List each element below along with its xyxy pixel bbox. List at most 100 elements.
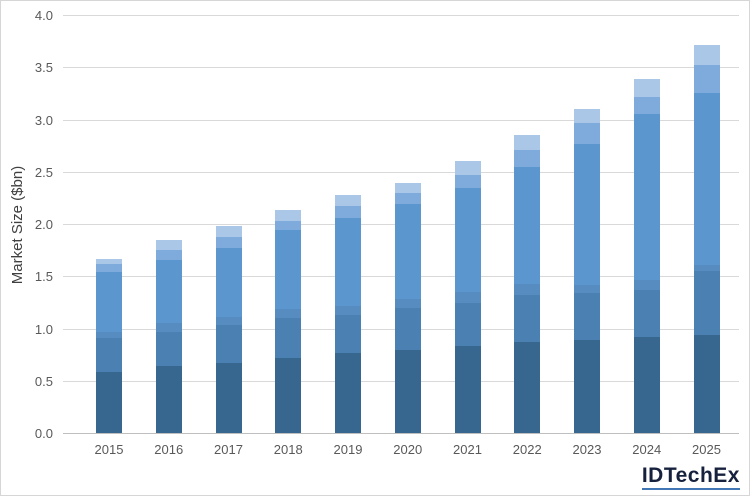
bar-2015-segment-2-dark [96, 337, 122, 373]
bar-2024-segment-2-dark [633, 289, 660, 337]
x-tick-label-2019: 2019 [333, 442, 363, 457]
bar-2017-segment-4-light [215, 248, 242, 318]
bar-2025-segment-3-medium [693, 264, 720, 272]
bar-2015 [96, 258, 122, 433]
bar-2024-segment-6-lightest [633, 78, 660, 97]
bar-2021-segment-3-medium [454, 291, 481, 304]
bar-2017-segment-6-lightest [215, 226, 242, 237]
x-tick-label-2023: 2023 [572, 442, 602, 457]
bar-2018-segment-2-dark [275, 318, 302, 358]
bar-2016-segment-3-medium [155, 323, 182, 332]
bar-2021-segment-1-darkest [454, 346, 481, 433]
bar-2021-segment-5-lighter [454, 174, 481, 189]
bar-2024-segment-5-lighter [633, 96, 660, 115]
bar-2019-segment-6-lightest [335, 194, 361, 207]
bar-2021-segment-4-light [454, 188, 481, 292]
gridline-3.5 [63, 67, 739, 69]
bar-2020-segment-5-lighter [394, 192, 421, 205]
bar-2022-segment-2-dark [514, 295, 541, 343]
bar-2020-segment-3-medium [394, 299, 421, 308]
x-tick-label-2015: 2015 [94, 442, 124, 457]
bar-2023-segment-5-lighter [574, 122, 600, 144]
bar-2017 [215, 226, 242, 433]
x-tick-label-2020: 2020 [393, 442, 423, 457]
bar-2025-segment-6-lightest [693, 45, 720, 66]
gridline-4.0 [63, 15, 739, 16]
bar-2018-segment-1-darkest [275, 357, 302, 433]
x-tick-label-2024: 2024 [632, 442, 662, 457]
y-tick-label-0.0: 0.0 [34, 426, 53, 441]
bar-2023-segment-2-dark [574, 292, 600, 340]
bar-2024-segment-1-darkest [633, 336, 660, 433]
bar-2020-segment-4-light [394, 204, 421, 300]
bar-2021-segment-2-dark [454, 303, 481, 347]
bar-2017-segment-2-dark [215, 325, 242, 363]
bar-2016 [155, 239, 182, 433]
y-tick-label-2.5: 2.5 [34, 164, 53, 180]
y-tick-label-1.0: 1.0 [34, 321, 53, 337]
bar-2020 [394, 183, 421, 433]
x-tick-label-2021: 2021 [453, 442, 482, 457]
bar-2019-segment-5-lighter [335, 206, 361, 218]
bar-2018-segment-5-lighter [275, 220, 302, 231]
bar-2016-segment-2-dark [155, 331, 182, 367]
bar-2023-segment-4-light [574, 143, 600, 285]
bar-2023-segment-6-lightest [574, 109, 600, 123]
bar-2022 [514, 135, 541, 433]
gridline-2.5 [63, 171, 739, 173]
y-tick-label-0.5: 0.5 [34, 373, 53, 389]
bar-2022-segment-5-lighter [514, 149, 541, 167]
x-tick-label-2018: 2018 [273, 442, 303, 457]
bar-2019-segment-4-light [335, 217, 361, 306]
bar-2025 [693, 45, 720, 433]
bar-2015-segment-1-darkest [96, 372, 122, 433]
y-tick-label-4.0: 4.0 [34, 8, 53, 23]
bar-2025-segment-2-dark [693, 271, 720, 335]
plot-area [63, 15, 739, 434]
bar-2016-segment-1-darkest [155, 366, 182, 433]
bar-2025-segment-1-darkest [693, 334, 720, 433]
bar-2022-segment-1-darkest [514, 342, 541, 433]
bar-2022-segment-4-light [514, 166, 541, 284]
bar-2025-segment-4-light [693, 93, 720, 265]
bar-2017-segment-5-lighter [215, 236, 242, 249]
x-tick-label-2022: 2022 [512, 442, 542, 457]
bar-2018-segment-6-lightest [275, 210, 302, 221]
gridline-3.0 [63, 119, 739, 121]
x-tick-label-2016: 2016 [154, 442, 184, 457]
y-tick-label-3.0: 3.0 [34, 112, 53, 128]
bar-2015-segment-5-lighter [96, 263, 122, 273]
x-tick-label-2025: 2025 [692, 442, 721, 457]
bar-2021 [454, 161, 481, 433]
bar-2023 [574, 109, 600, 433]
bar-2022-segment-6-lightest [514, 135, 541, 150]
bar-2016-segment-4-light [155, 259, 182, 324]
bar-2022-segment-3-medium [514, 283, 541, 296]
bar-2025-segment-5-lighter [693, 65, 720, 94]
bar-2016-segment-5-lighter [155, 250, 182, 260]
bar-2023-segment-1-darkest [574, 340, 600, 433]
bar-2024 [633, 78, 660, 433]
bar-2019-segment-3-medium [335, 305, 361, 315]
bar-2015-segment-6-lightest [96, 258, 122, 264]
bar-2023-segment-3-medium [574, 284, 600, 293]
bar-2020-segment-2-dark [394, 307, 421, 351]
x-tick-label-2017: 2017 [214, 442, 243, 457]
bar-2018-segment-3-medium [275, 308, 302, 319]
bar-2021-segment-6-lightest [454, 161, 481, 175]
bar-2018-segment-4-light [275, 230, 302, 309]
bar-2017-segment-3-medium [215, 317, 242, 326]
bar-2015-segment-3-medium [96, 331, 122, 338]
idtechex-logo: IDTechEx [641, 464, 740, 490]
idtechex-logo-text: IDTechEx [641, 464, 740, 487]
idtechex-logo-underline [641, 488, 740, 490]
bar-2019-segment-1-darkest [335, 352, 361, 433]
bar-2018 [275, 210, 302, 433]
bar-2020-segment-6-lightest [394, 183, 421, 193]
bar-2020-segment-1-darkest [394, 350, 421, 433]
bar-2019 [335, 194, 361, 433]
bar-2017-segment-1-darkest [215, 363, 242, 433]
bar-2024-segment-4-light [633, 114, 660, 281]
bar-2024-segment-3-medium [633, 280, 660, 290]
